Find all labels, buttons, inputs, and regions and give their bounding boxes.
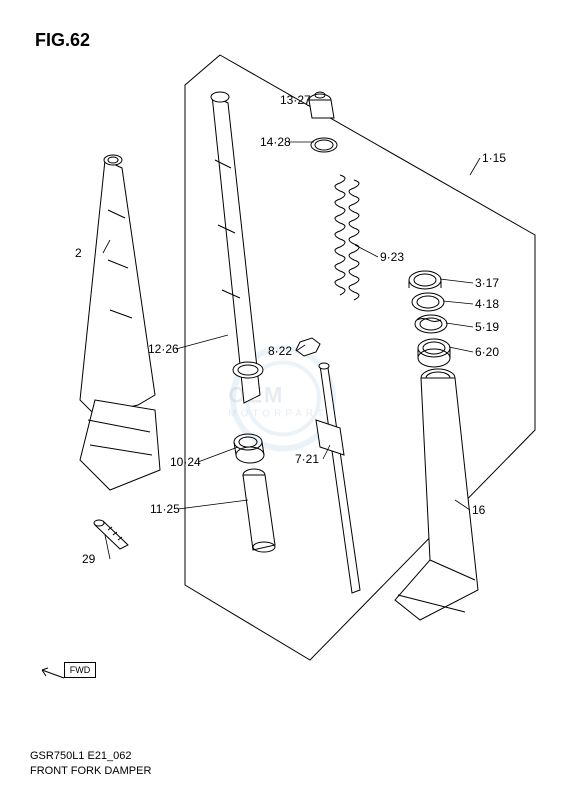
part-cap-bolt: [309, 92, 334, 118]
callout-5-19: 5·19: [475, 320, 499, 334]
callout-13-27: 13·27: [280, 93, 311, 107]
fwd-arrow-icon: [36, 664, 66, 684]
part-slide-metal-inner: [234, 434, 264, 463]
callout-7-21: 7·21: [295, 452, 319, 466]
footer-title: FRONT FORK DAMPER: [30, 765, 151, 777]
fwd-label: FWD: [70, 665, 91, 675]
callout-2: 2: [75, 246, 82, 260]
part-bolt: [94, 520, 128, 549]
part-damper-rod: [316, 363, 360, 593]
callout-16: 16: [472, 503, 485, 517]
callout-4-18: 4·18: [475, 297, 499, 311]
callout-3-17: 3·17: [475, 276, 499, 290]
part-cylinder: [243, 469, 275, 552]
callout-10-24: 10·24: [170, 455, 201, 469]
exploded-diagram: [0, 0, 566, 801]
callout-6-20: 6·20: [475, 345, 499, 359]
part-spring: [335, 175, 359, 300]
footer-code: GSR750L1 E21_062: [30, 750, 132, 762]
part-stopper-ring: [412, 293, 444, 311]
callout-1-15: 1·15: [482, 151, 506, 165]
callout-14-28: 14·28: [260, 135, 291, 149]
fwd-indicator: FWD: [64, 662, 96, 678]
part-inner-tube: [211, 92, 263, 403]
part-left-fork-assy: [80, 155, 160, 490]
part-oil-seal: [415, 315, 447, 333]
callout-8-22: 8·22: [268, 344, 292, 358]
part-dust-seal: [409, 271, 441, 289]
callout-29: 29: [82, 552, 95, 566]
part-lock-nut: [296, 338, 320, 356]
callout-9-23: 9·23: [380, 250, 404, 264]
callout-12-26: 12·26: [148, 342, 179, 356]
leader-lines: [103, 100, 480, 559]
part-o-ring: [311, 138, 337, 152]
callout-11-25: 11·25: [150, 502, 180, 516]
part-slide-metal-outer: [418, 339, 450, 367]
part-outer-tube-r: [395, 369, 478, 620]
